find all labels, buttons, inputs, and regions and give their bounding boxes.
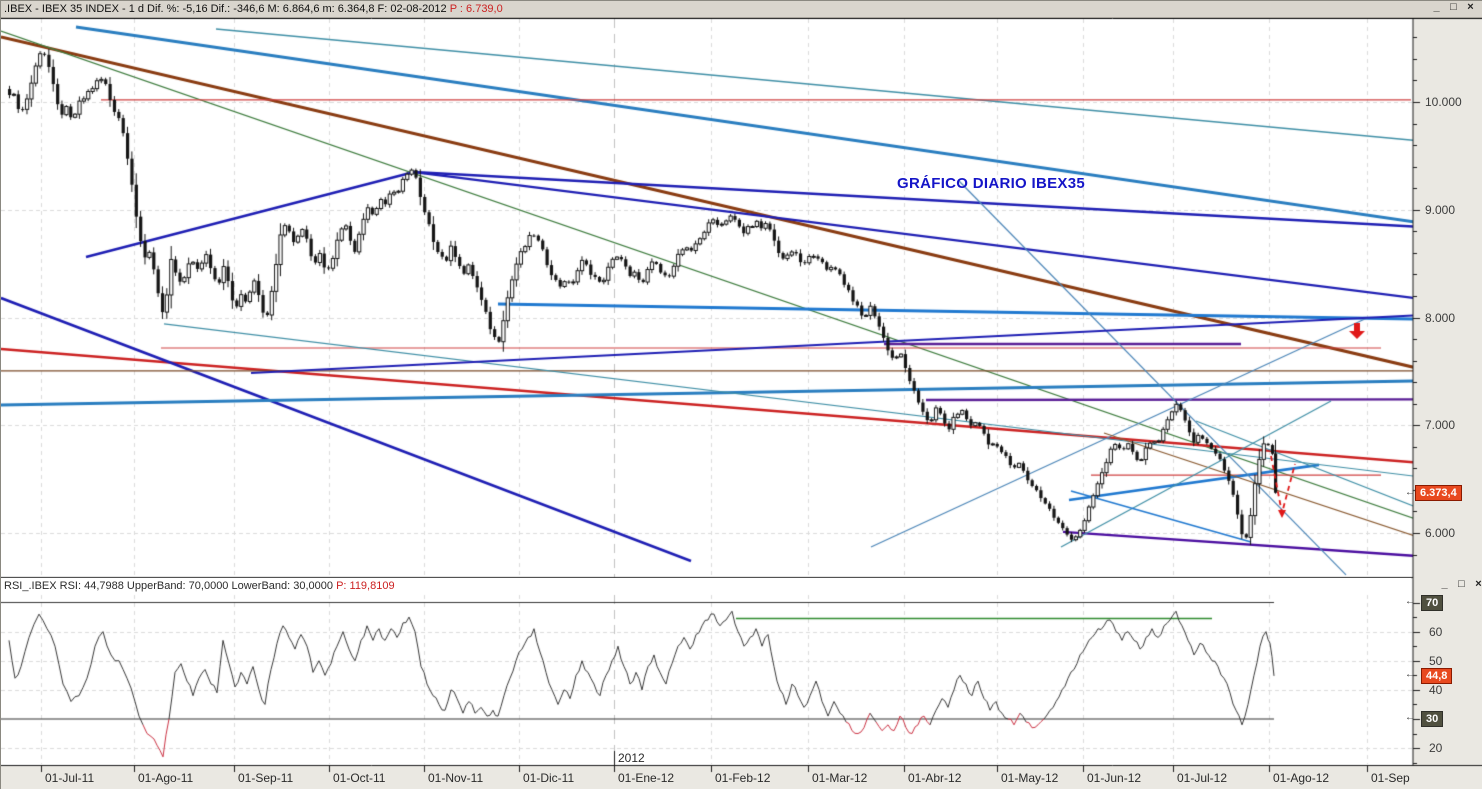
title-last-price: P : 6.739,0 <box>449 3 503 15</box>
month-label: 01-Abr-12 <box>908 771 962 785</box>
minimize-button[interactable]: _ <box>1433 1 1440 13</box>
rsi-axis-label: 30 <box>1421 711 1444 727</box>
month-label: 01-Jul-11 <box>45 771 95 785</box>
month-label: 01-Oct-11 <box>333 771 386 785</box>
window-titlebar[interactable]: .IBEX - IBEX 35 INDEX - 1 d Dif. %: -5,1… <box>1 1 1482 18</box>
month-label: 01-Nov-11 <box>428 771 484 785</box>
month-label: 01-Ago-12 <box>1273 771 1330 785</box>
month-label: 01-Dic-11 <box>523 771 575 785</box>
maximize-button[interactable]: □ <box>1450 1 1457 13</box>
price-axis-label: 9.000 <box>1425 202 1456 217</box>
rsi-pane-header: RSI_.IBEX RSI: 44,7988 UpperBand: 70,000… <box>1 578 1411 594</box>
rsi-axis-label: 20 <box>1429 741 1443 756</box>
rsi-header-text: RSI_.IBEX RSI: 44,7988 UpperBand: 70,000… <box>4 580 337 592</box>
price-marker-arrow: ← <box>1405 487 1415 498</box>
rsi-axis-label: 60 <box>1429 624 1443 639</box>
rsi-axis-label: 70 <box>1421 594 1444 611</box>
rsi-upper-arrow: ← <box>1405 596 1415 607</box>
price-axis[interactable]: ← 6.373,4 10.000 9.000 8.000 7.000 6.000 <box>1405 18 1482 578</box>
window-title: .IBEX - IBEX 35 INDEX - 1 d Dif. %: -5,1… <box>4 3 503 15</box>
current-price-badge: 6.373,4 <box>1415 485 1462 501</box>
price-axis-label: 7.000 <box>1425 418 1456 433</box>
month-label: 01-Ene-12 <box>618 771 675 785</box>
month-label: 01-Jul-12 <box>1177 771 1228 785</box>
month-label: 01-Sep-11 <box>238 771 294 785</box>
rsi-axis-label: 50 <box>1429 653 1443 668</box>
rsi-minimize-button[interactable]: _ <box>1441 578 1448 590</box>
month-label: 01-Feb-12 <box>715 771 771 785</box>
rsi-value-arrow: ← <box>1405 669 1415 680</box>
price-axis-label: 6.000 <box>1425 526 1456 540</box>
price-axis-label: 10.000 <box>1425 95 1462 109</box>
month-label: 01-Jun-12 <box>1087 771 1142 785</box>
rsi-header-value: P: 119,8109 <box>336 580 395 592</box>
month-label: 01-Mar-12 <box>812 771 868 785</box>
month-label: 01-Ago-11 <box>138 771 194 785</box>
rsi-value-badge: 44,8 <box>1421 668 1453 684</box>
month-label: 01-May-12 <box>1001 771 1059 785</box>
chart-annotation-text: GRÁFICO DIARIO IBEX35 <box>897 175 1085 192</box>
month-label: 01-Sep <box>1371 771 1410 785</box>
time-axis[interactable]: 01-Jul-11 01-Ago-11 01-Sep-11 01-Oct-11 01-N… <box>1 766 1413 789</box>
rsi-lower-arrow: ← <box>1405 712 1415 723</box>
window-controls: _ □ × <box>1430 2 1477 15</box>
rsi-axis-label: 40 <box>1429 682 1443 697</box>
rsi-axis[interactable]: ← ← ← 44,8 70 60 50 40 30 20 <box>1405 594 1482 765</box>
rsi-maximize-button[interactable]: □ <box>1458 578 1465 590</box>
rsi-pane-controls: _ □ × <box>1438 579 1482 591</box>
rsi-close-button[interactable]: × <box>1475 578 1482 590</box>
close-button[interactable]: × <box>1467 1 1474 13</box>
year-label: 2012 <box>618 751 645 765</box>
price-axis-label: 8.000 <box>1425 310 1456 325</box>
